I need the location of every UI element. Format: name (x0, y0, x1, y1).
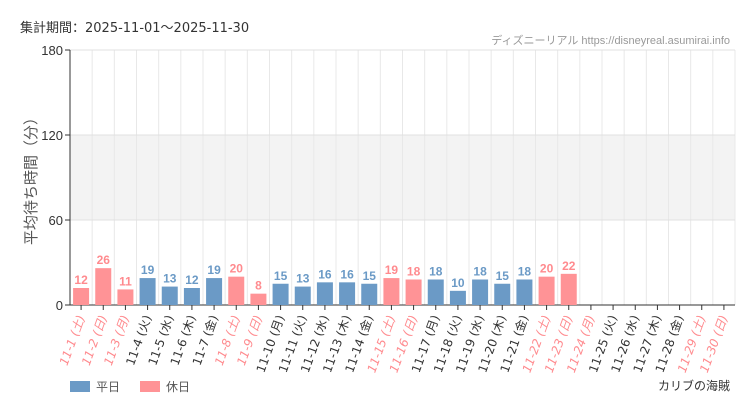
data-label: 15 (363, 269, 377, 283)
bar (161, 286, 178, 305)
data-label: 19 (385, 263, 399, 277)
data-label: 20 (540, 262, 554, 276)
bar (206, 278, 223, 305)
bar (538, 276, 555, 305)
data-label: 8 (255, 279, 262, 293)
bar (250, 293, 267, 305)
bar (516, 279, 533, 305)
data-label: 19 (207, 263, 221, 277)
data-label: 20 (230, 262, 244, 276)
period-label: 集計期間：2025-11-01～2025-11-30 (20, 21, 250, 36)
y-tick-label: 0 (56, 298, 63, 313)
legend-label: 休日 (166, 380, 191, 394)
data-label: 15 (274, 269, 288, 283)
bar (117, 289, 134, 305)
bar (228, 276, 245, 305)
data-label: 13 (163, 272, 177, 286)
bar (294, 286, 311, 305)
bar (427, 279, 444, 305)
legend-holiday: 休日 (140, 378, 190, 395)
data-label: 12 (74, 273, 88, 287)
attraction-name: カリブの海賊 (657, 379, 730, 393)
data-label: 22 (562, 259, 576, 273)
data-label: 18 (473, 265, 487, 279)
bar (361, 283, 378, 305)
y-tick-label: 180 (41, 43, 63, 58)
bar (339, 282, 356, 305)
legend-swatch (70, 381, 90, 392)
legend-label: 平日 (96, 380, 121, 394)
legend-weekday: 平日 (70, 378, 120, 395)
bar (183, 288, 200, 305)
bar (95, 268, 112, 305)
data-label: 26 (97, 253, 111, 267)
data-label: 12 (185, 273, 199, 287)
data-label: 15 (496, 269, 510, 283)
bar (383, 278, 400, 305)
bar (405, 279, 422, 305)
bar (139, 278, 156, 305)
bar (73, 288, 90, 305)
credit-label: ディズニーリアル https://disneyreal.asumirai.inf… (491, 35, 730, 47)
bar (472, 279, 489, 305)
data-label: 18 (407, 265, 421, 279)
y-tick-label: 60 (49, 213, 63, 228)
data-label: 16 (318, 267, 332, 281)
bar (560, 273, 577, 305)
data-label: 13 (296, 272, 310, 286)
bar (316, 282, 333, 305)
bar (494, 283, 511, 305)
data-label: 18 (429, 265, 443, 279)
legend-swatch (140, 381, 160, 392)
bar (449, 290, 466, 305)
data-label: 16 (340, 267, 354, 281)
data-label: 11 (119, 274, 132, 288)
y-axis-label: 平均待ち時間（分） (22, 110, 40, 245)
data-label: 18 (518, 265, 532, 279)
data-label: 10 (451, 276, 465, 290)
y-tick-label: 120 (41, 128, 63, 143)
data-label: 19 (141, 263, 155, 277)
bar (272, 283, 289, 305)
